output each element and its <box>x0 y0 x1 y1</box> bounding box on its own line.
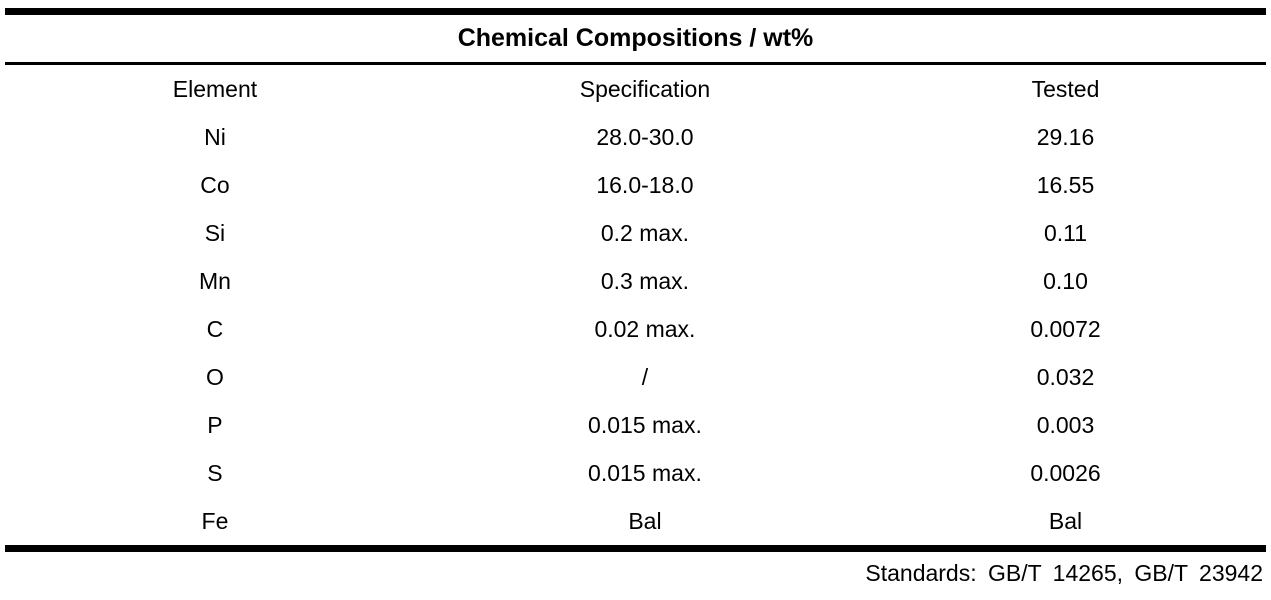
cell-element: Ni <box>204 123 226 150</box>
cell-element: S <box>207 459 223 486</box>
table-row: Co 16.0-18.0 16.55 <box>5 161 1266 209</box>
cell-tested: 29.16 <box>1036 123 1095 150</box>
cell-element: O <box>206 363 224 390</box>
cell-specification: 0.015 max. <box>588 459 702 486</box>
table-title: Chemical Compositions / wt% <box>457 24 814 52</box>
cell-specification: 28.0-30.0 <box>596 123 694 150</box>
cell-element: Mn <box>198 267 231 294</box>
cell-tested: 0.032 <box>1036 363 1095 390</box>
cell-element: Fe <box>201 507 229 534</box>
cell-tested: 0.0026 <box>1030 459 1101 486</box>
cell-specification: 0.2 max. <box>600 219 690 246</box>
cell-tested: 0.11 <box>1043 219 1088 246</box>
cell-specification: Bal <box>628 507 662 534</box>
cell-tested: 16.55 <box>1036 171 1095 198</box>
cell-specification: / <box>641 363 649 390</box>
table-row: C 0.02 max. 0.0072 <box>5 305 1266 353</box>
cell-element: C <box>206 315 224 342</box>
table-row: Si 0.2 max. 0.11 <box>5 209 1266 257</box>
cell-tested: Bal <box>1048 507 1083 534</box>
column-header-element: Element <box>172 75 258 102</box>
cell-tested: 0.003 <box>1036 411 1095 438</box>
table-row: O / 0.032 <box>5 353 1266 401</box>
composition-table: Element Specification Tested Ni 28.0-30.… <box>5 65 1266 545</box>
top-rule <box>5 8 1266 15</box>
table-row: Ni 28.0-30.0 29.16 <box>5 113 1266 161</box>
cell-tested: 0.10 <box>1043 267 1088 294</box>
header-row: Element Specification Tested <box>5 65 1266 113</box>
cell-specification: 0.3 max. <box>600 267 690 294</box>
table-row: P 0.015 max. 0.003 <box>5 401 1266 449</box>
table-row: S 0.015 max. 0.0026 <box>5 449 1266 497</box>
table-row: Fe Bal Bal <box>5 497 1266 545</box>
standards-note: Standards: GB/T 14265, GB/T 23942 <box>865 560 1263 586</box>
cell-element: P <box>207 411 223 438</box>
cell-specification: 0.02 max. <box>594 315 696 342</box>
cell-element: Si <box>204 219 226 246</box>
cell-element: Co <box>200 171 230 198</box>
column-header-specification: Specification <box>579 75 711 102</box>
table-row: Mn 0.3 max. 0.10 <box>5 257 1266 305</box>
title-divider-rule <box>5 62 1266 65</box>
cell-tested: 0.0072 <box>1030 315 1101 342</box>
column-header-tested: Tested <box>1031 75 1100 102</box>
cell-specification: 16.0-18.0 <box>596 171 694 198</box>
cell-specification: 0.015 max. <box>588 411 702 438</box>
bottom-rule <box>5 545 1266 552</box>
